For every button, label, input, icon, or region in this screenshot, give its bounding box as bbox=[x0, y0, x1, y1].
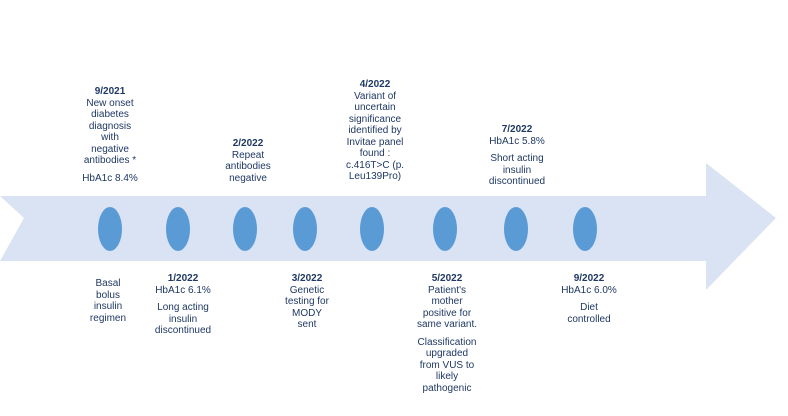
event-label-5-2022: 5/2022 Patient's mother positive for same va… bbox=[417, 273, 477, 394]
event-label-basal: Basal bolus insulin regimen bbox=[90, 278, 126, 324]
event-label-3-2022: 3/2022 Genetic testing for MODY sent bbox=[285, 273, 329, 331]
event-text-line: Variant of bbox=[353, 90, 397, 102]
event-text-line: HbA1c 8.4% bbox=[82, 172, 138, 184]
event-text-line: HbA1c 6.1% bbox=[155, 284, 211, 296]
event-text-line: with bbox=[101, 132, 119, 143]
event-date: 5/2022 bbox=[431, 273, 463, 284]
event-text-line: diabetes bbox=[91, 109, 129, 120]
event-date: 4/2022 bbox=[359, 79, 391, 90]
event-label-4-2022: 4/2022 Variant of uncertain significance ide… bbox=[346, 79, 404, 183]
event-text-line: from VUS to bbox=[419, 359, 475, 371]
event-label-9-2022: 9/2022 HbA1c 6.0% Diet controlled bbox=[561, 273, 617, 325]
event-date: 2/2022 bbox=[232, 138, 264, 149]
event-text-line: mother bbox=[431, 296, 463, 307]
event-text-line: likely bbox=[435, 371, 459, 382]
event-date: 1/2022 bbox=[167, 273, 199, 284]
event-date: 3/2022 bbox=[291, 273, 323, 284]
event-text-line: Long acting bbox=[157, 302, 209, 313]
event-text-line: insulin bbox=[502, 164, 532, 176]
event-text-line: diagnosis bbox=[88, 120, 132, 132]
event-text-line: discontinued bbox=[154, 325, 212, 336]
event-text-line: Classification bbox=[417, 336, 477, 348]
event-date: 9/2021 bbox=[94, 86, 126, 97]
event-text-line: significance bbox=[348, 113, 402, 125]
event-text-line: Invitae panel bbox=[346, 136, 404, 148]
event-text-line: testing for bbox=[285, 296, 329, 307]
event-text-line: positive for bbox=[422, 307, 472, 319]
event-text-line: HbA1c 5.8% bbox=[489, 135, 545, 147]
event-text-line: sent bbox=[297, 319, 317, 330]
timeline-node bbox=[233, 207, 257, 251]
timeline-node bbox=[166, 207, 190, 251]
event-text-line: Genetic bbox=[289, 284, 325, 296]
event-text-line: regimen bbox=[89, 312, 127, 324]
event-text-line: pathogenic bbox=[422, 382, 472, 394]
event-label-2-2022: 2/2022 Repeat antibodies negative bbox=[225, 138, 271, 184]
event-text-line: controlled bbox=[567, 313, 611, 325]
event-text-line: negative bbox=[91, 143, 129, 155]
event-text-line: negative bbox=[229, 172, 267, 184]
event-text-line: c.416T>C (p. bbox=[345, 159, 405, 171]
event-label-9-2021: 9/2021 New onset diabetes diagnosis with nega… bbox=[82, 86, 138, 184]
event-text-line: New onset bbox=[86, 97, 134, 109]
event-text-line: bolus bbox=[96, 289, 120, 301]
timeline-node bbox=[293, 207, 317, 251]
event-text-line: HbA1c 6.0% bbox=[561, 284, 617, 296]
timeline-node bbox=[573, 207, 597, 251]
event-text-line: discontinued bbox=[488, 176, 546, 187]
event-text-line: uncertain bbox=[354, 102, 396, 113]
event-text-line: insulin bbox=[168, 313, 198, 325]
event-text-line: MODY bbox=[291, 307, 322, 319]
timeline-node bbox=[433, 207, 457, 251]
event-text-line: insulin bbox=[93, 301, 123, 312]
timeline-node bbox=[360, 207, 384, 251]
event-text-line: identified by bbox=[348, 125, 402, 136]
event-text-line: Short acting bbox=[490, 153, 544, 164]
event-label-1-2022: 1/2022 HbA1c 6.1% Long acting insulin discon… bbox=[155, 273, 211, 337]
event-text-line: Patient's bbox=[427, 284, 467, 296]
timeline-node bbox=[504, 207, 528, 251]
event-text-line: Repeat bbox=[231, 149, 265, 161]
event-text-line: antibodies bbox=[225, 161, 271, 172]
event-text-line: found : bbox=[359, 148, 391, 159]
event-date: 7/2022 bbox=[501, 124, 533, 135]
event-text-line: Basal bbox=[95, 278, 121, 289]
event-text-line: Leu139Pro) bbox=[348, 171, 402, 182]
event-text-line: Diet bbox=[580, 302, 598, 313]
event-text-line: upgraded bbox=[425, 348, 469, 359]
event-text-line: same variant. bbox=[416, 319, 478, 330]
timeline-node bbox=[98, 207, 122, 251]
event-label-7-2022: 7/2022 HbA1c 5.8% Short acting insulin disco… bbox=[489, 124, 545, 188]
timeline-arrow-shape bbox=[0, 163, 776, 290]
event-date: 9/2022 bbox=[573, 273, 605, 284]
event-text-line: antibodies * bbox=[83, 155, 137, 166]
